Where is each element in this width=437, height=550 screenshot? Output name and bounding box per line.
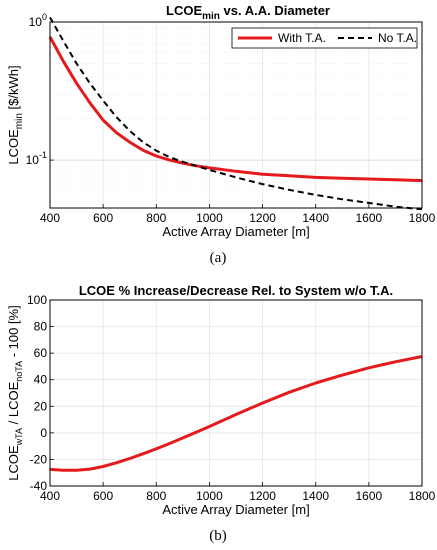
x-tick-label: 1000 [196, 489, 223, 503]
x-tick-label: 1200 [249, 211, 276, 225]
chart-b-ticks: 400 600 800 1000 1200 1400 1600 1800 -40 -20 0 20 40… [27, 293, 436, 503]
x-tick-label: 800 [146, 489, 166, 503]
x-tick-label: 1400 [302, 489, 329, 503]
chart-a-title: LCOEmin vs. A.A. Diameter [166, 3, 330, 22]
x-tick-label: 800 [146, 211, 166, 225]
x-tick-label: 1600 [356, 489, 383, 503]
chart-b-axes-box [49, 299, 423, 487]
y-tick-label: -20 [30, 452, 48, 466]
x-tick-label: 1600 [356, 211, 383, 225]
y-tick-label: 20 [34, 399, 48, 413]
chart-b-caption: (b) [209, 528, 227, 544]
chart-b-ylabel: LCOEwTA / LCOEnoTA - 100 [%] [6, 305, 24, 480]
x-tick-label: 400 [40, 211, 60, 225]
y-tick-label: 60 [34, 346, 48, 360]
legend-label-no-ta: No T.A. [378, 31, 417, 45]
y-tick-label: 10-1 [26, 150, 47, 167]
y-tick-label: 40 [34, 373, 48, 387]
series-no-ta-line [49, 16, 423, 211]
legend-label-with-ta: With T.A. [278, 31, 326, 45]
y-tick-label: 80 [34, 320, 48, 334]
chart-a-caption: (a) [210, 250, 227, 266]
chart-b-grid [49, 299, 423, 487]
y-tick-label: 0 [40, 426, 47, 440]
chart-a-series [48, 16, 423, 211]
x-tick-label: 1400 [302, 211, 329, 225]
x-tick-label: 400 [40, 489, 60, 503]
legend-box [231, 27, 418, 49]
x-tick-label: 1200 [249, 489, 276, 503]
y-tick-label: 100 [27, 293, 47, 307]
chart-b-title: LCOE % Increase/Decrease Rel. to System … [79, 283, 393, 298]
chart-b: LCOE % Increase/Decrease Rel. to System … [6, 283, 436, 544]
chart-a-ticks: 400 600 800 1000 1200 1400 1600 1800 10-1 100 [26, 12, 436, 225]
chart-b-xlabel: Active Array Diameter [m] [162, 502, 309, 517]
y-tick-label: -40 [30, 479, 48, 493]
series-lcoe-change-line [49, 355, 423, 472]
x-tick-label: 1800 [409, 211, 436, 225]
y-tick-label: 100 [29, 12, 47, 29]
chart-a-ylabel: LCOEmin [$/kWh] [6, 65, 25, 164]
x-tick-label: 1000 [196, 211, 223, 225]
chart-a: LCOEmin vs. A.A. Diameter 400 600 800 1000 1… [6, 3, 436, 266]
chart-a-xlabel: Active Array Diameter [m] [162, 224, 309, 239]
x-tick-label: 600 [93, 211, 113, 225]
chart-a-legend: With T.A. No T.A. [231, 27, 418, 49]
series-with-ta-line [48, 36, 423, 183]
chart-b-series [49, 355, 423, 472]
x-tick-label: 600 [93, 489, 113, 503]
chart-a-axes-box [49, 21, 423, 209]
x-tick-label: 1800 [409, 489, 436, 503]
